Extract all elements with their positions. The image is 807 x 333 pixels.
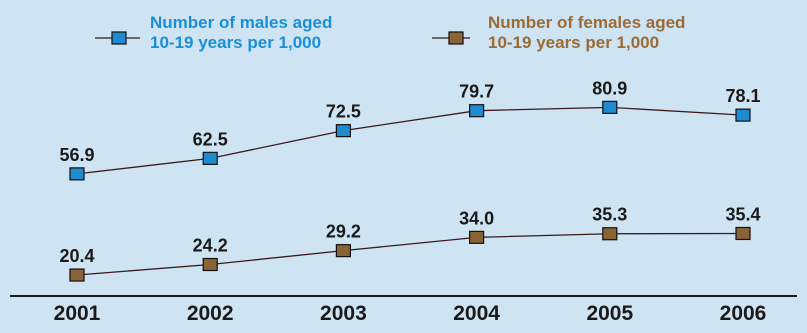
data-point-series1-2006 <box>735 108 751 122</box>
data-point-series2-2002 <box>202 257 218 272</box>
series-line-2 <box>76 232 744 276</box>
series-lines <box>76 106 744 276</box>
data-point-series2-2004 <box>469 230 485 244</box>
legend-marker-1 <box>111 31 127 45</box>
data-labels: 56.9 62.5 72.5 79.7 80.9 78.1 20.4 24.2 29.2 34.0… <box>59 78 760 266</box>
data-label-series1-2003: 72.5 <box>326 102 361 122</box>
data-point-series1-2001 <box>69 167 85 181</box>
data-point-series1-2004 <box>469 104 485 118</box>
data-label-series2-2005: 35.3 <box>592 205 627 225</box>
legend-label-1-line-2: 10-19 years per 1,000 <box>150 33 321 52</box>
x-tick-label-2001: 2001 <box>54 302 101 325</box>
legend-marker-2 <box>448 31 464 45</box>
legend-label-2-line-2: 10-19 years per 1,000 <box>488 33 659 52</box>
data-label-series1-2001: 56.9 <box>59 145 94 165</box>
data-point-series2-2003 <box>335 244 351 258</box>
data-label-series2-2003: 29.2 <box>326 222 361 242</box>
data-point-series1-2005 <box>602 100 618 114</box>
data-markers <box>69 100 751 282</box>
legend-label-1-line-1: Number of males aged <box>150 13 332 32</box>
data-label-series1-2002: 62.5 <box>193 129 228 149</box>
series-line-1 <box>76 106 744 175</box>
x-tick-label-2004: 2004 <box>453 302 500 325</box>
x-tick-label-2003: 2003 <box>320 302 367 325</box>
data-label-series2-2001: 20.4 <box>59 246 94 266</box>
data-label-series2-2004: 34.0 <box>459 208 494 228</box>
x-tick-label-2005: 2005 <box>586 302 633 325</box>
data-label-series2-2006: 35.4 <box>725 204 760 224</box>
data-point-series2-2005 <box>602 227 618 241</box>
data-label-series1-2005: 80.9 <box>592 78 627 98</box>
x-axis-ticks: 2001 2002 2003 2004 2005 2006 <box>54 302 767 325</box>
data-label-series1-2004: 79.7 <box>459 82 494 102</box>
data-point-series2-2001 <box>69 268 85 282</box>
legend-label-2-line-1: Number of females aged <box>488 13 685 32</box>
data-point-series1-2003 <box>335 124 351 138</box>
data-label-series1-2006: 78.1 <box>725 86 760 106</box>
data-point-series2-2006 <box>735 226 751 241</box>
data-point-series1-2002 <box>202 151 218 165</box>
x-tick-label-2006: 2006 <box>720 302 767 325</box>
data-label-series2-2002: 24.2 <box>193 236 228 256</box>
x-tick-label-2002: 2002 <box>187 302 234 325</box>
